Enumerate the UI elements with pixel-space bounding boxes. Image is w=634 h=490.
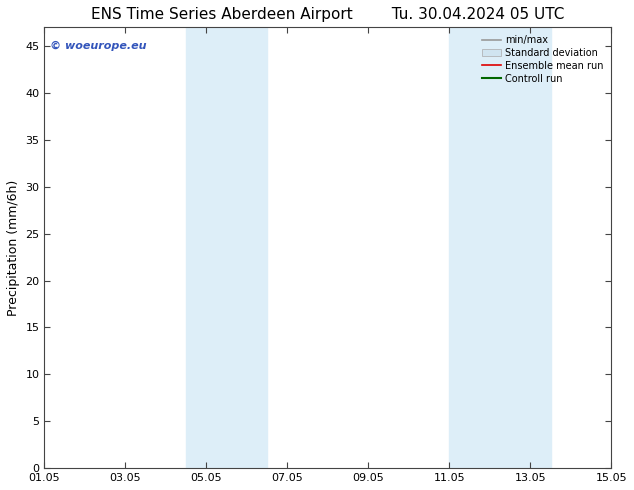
- Bar: [227, 27, 267, 468]
- Legend: min/max, Standard deviation, Ensemble mean run, Controll run: min/max, Standard deviation, Ensemble me…: [479, 32, 606, 87]
- Y-axis label: Precipitation (mm/6h): Precipitation (mm/6h): [7, 180, 20, 316]
- Text: © woeurope.eu: © woeurope.eu: [50, 41, 146, 50]
- Bar: [186, 27, 227, 468]
- Bar: [450, 27, 490, 468]
- Title: ENS Time Series Aberdeen Airport        Tu. 30.04.2024 05 UTC: ENS Time Series Aberdeen Airport Tu. 30.…: [91, 7, 564, 22]
- Bar: [490, 27, 550, 468]
